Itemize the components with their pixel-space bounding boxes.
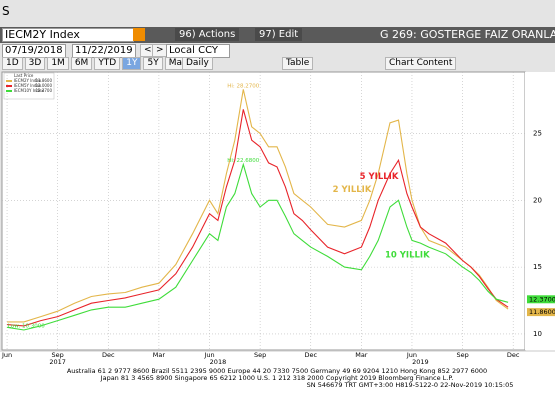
series-line bbox=[7, 162, 509, 331]
ticker-dropdown[interactable] bbox=[133, 28, 145, 41]
legend-label: IECM10Y Index bbox=[14, 88, 44, 93]
year-label: 2017 bbox=[49, 358, 66, 366]
y-tick-label: 10 bbox=[533, 330, 542, 338]
ticker-input[interactable]: IECM2Y Index bbox=[2, 28, 134, 42]
annotation: Hi: 22.6800 bbox=[227, 158, 260, 164]
annotation: 10 YILLIK bbox=[385, 251, 430, 261]
end-tag bbox=[527, 295, 555, 304]
footer-line: Japan 81 3 4565 8900 Singapore 65 6212 1… bbox=[100, 374, 454, 382]
footer-line: Australia 61 2 9777 8600 Brazil 5511 239… bbox=[67, 367, 487, 375]
screen-label: S bbox=[2, 4, 10, 18]
series-line bbox=[7, 89, 509, 323]
y-tick-label: 15 bbox=[533, 263, 542, 271]
x-tick-label: Sep bbox=[456, 351, 468, 359]
series-line bbox=[7, 109, 509, 327]
range-button[interactable]: 1D bbox=[2, 57, 23, 70]
frequency-select[interactable]: Daily bbox=[182, 57, 213, 70]
range-button[interactable]: 6M bbox=[70, 57, 93, 70]
x-tick-label: Mar bbox=[153, 351, 166, 359]
edit-button[interactable]: 97) Edit bbox=[255, 28, 303, 41]
annotation: Low: 10.3000 bbox=[8, 323, 45, 329]
end-tag-label: 12.3700 bbox=[529, 295, 555, 303]
x-tick-label: Dec bbox=[304, 351, 317, 359]
legend-value: 12.0000 bbox=[35, 83, 52, 88]
y-tick-label: 20 bbox=[533, 196, 542, 204]
chart-content-button[interactable]: Chart Content bbox=[385, 57, 457, 70]
annotation: 5 YILLIK bbox=[360, 172, 399, 182]
legend-value: 12.3700 bbox=[35, 88, 52, 93]
range-button[interactable]: 5Y bbox=[143, 57, 163, 70]
footer-line: SN 546679 TRT GMT+3:00 H819-5122-0 22-No… bbox=[307, 381, 514, 389]
legend-label: IECM5Y Index bbox=[14, 83, 42, 88]
x-tick-label: Dec bbox=[102, 351, 115, 359]
end-tag-label: 11.8600 bbox=[529, 308, 555, 316]
y-axis-area bbox=[525, 72, 555, 350]
legend-title: Last Price bbox=[14, 73, 34, 78]
x-tick-label: Dec bbox=[507, 351, 520, 359]
range-button[interactable]: 1M bbox=[47, 57, 69, 70]
legend-value: 11.8600 bbox=[35, 78, 52, 83]
range-button[interactable]: 1Y bbox=[122, 57, 142, 70]
annotation: Hi: 28.2700 bbox=[227, 83, 260, 89]
x-tick-label: Jun bbox=[1, 351, 12, 359]
legend-label: IECM2Y Index bbox=[14, 78, 42, 83]
range-button[interactable]: YTD bbox=[94, 57, 121, 70]
x-tick-label: Jun bbox=[203, 351, 214, 359]
end-tag bbox=[527, 308, 555, 317]
plot-area bbox=[1, 71, 526, 351]
year-label: 2019 bbox=[412, 358, 429, 366]
table-button[interactable]: Table bbox=[282, 57, 314, 70]
footer-area bbox=[0, 352, 555, 400]
range-button[interactable]: 3D bbox=[24, 57, 46, 70]
range-buttons: 1D 3D 1M 6M YTD 1Y 5Y Max bbox=[2, 57, 192, 70]
legend bbox=[3, 72, 55, 100]
currency-select[interactable]: Local CCY bbox=[166, 44, 230, 58]
x-tick-label: Jun bbox=[406, 351, 417, 359]
year-label: 2018 bbox=[210, 358, 227, 366]
actions-button[interactable]: 96) Actions bbox=[175, 28, 240, 41]
x-tick-label: Sep bbox=[52, 351, 64, 359]
x-tick-label: Sep bbox=[254, 351, 266, 359]
screen-title: G 269: GOSTERGE FAIZ ORANLARI bbox=[380, 28, 555, 41]
x-tick-label: Mar bbox=[355, 351, 368, 359]
annotation: 2 YILLIK bbox=[333, 185, 372, 195]
y-tick-label: 25 bbox=[533, 129, 542, 137]
